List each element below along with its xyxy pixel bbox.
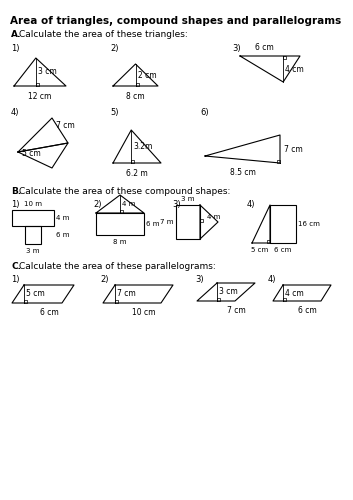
Text: Calculate the area of these triangles:: Calculate the area of these triangles:: [19, 30, 188, 39]
Text: Calculate the area of these parallelograms:: Calculate the area of these parallelogra…: [19, 262, 216, 271]
Text: 3 m: 3 m: [181, 196, 195, 202]
Text: 6.2 m: 6.2 m: [126, 169, 148, 178]
Text: 8 cm: 8 cm: [126, 92, 145, 101]
Text: 5 cm: 5 cm: [26, 290, 45, 298]
Text: 4 m: 4 m: [207, 214, 221, 220]
Text: 8.5 cm: 8.5 cm: [229, 168, 256, 177]
Text: 7 cm: 7 cm: [284, 144, 303, 154]
Text: 3): 3): [195, 275, 204, 284]
Text: 6 cm: 6 cm: [274, 247, 292, 253]
Text: 2 cm: 2 cm: [138, 70, 156, 80]
Text: 7 cm: 7 cm: [56, 122, 75, 130]
Text: 4): 4): [11, 108, 19, 117]
Text: 4 m: 4 m: [122, 201, 135, 207]
Bar: [12, 210, 54, 226]
Text: 5 cm: 5 cm: [22, 150, 41, 158]
Text: 3): 3): [172, 200, 181, 209]
Text: 6 cm: 6 cm: [255, 43, 273, 52]
Text: 1): 1): [11, 44, 19, 53]
Text: 4): 4): [247, 200, 256, 209]
Bar: [25, 226, 41, 244]
Text: 16 cm: 16 cm: [298, 221, 320, 227]
Text: 3 cm: 3 cm: [219, 288, 238, 296]
Text: 6 m: 6 m: [56, 232, 70, 238]
Text: Area of triangles, compound shapes and parallelograms: Area of triangles, compound shapes and p…: [10, 16, 342, 26]
Text: 2): 2): [93, 200, 102, 209]
Text: 5): 5): [110, 108, 119, 117]
Text: 6): 6): [200, 108, 209, 117]
Text: 7 cm: 7 cm: [227, 306, 245, 315]
Text: 12 cm: 12 cm: [28, 92, 52, 101]
Text: 10 m: 10 m: [24, 201, 42, 207]
Text: C.: C.: [11, 262, 21, 271]
Text: 6 cm: 6 cm: [40, 308, 58, 317]
Text: Calculate the area of these compound shapes:: Calculate the area of these compound sha…: [19, 187, 231, 196]
Text: 10 cm: 10 cm: [132, 308, 156, 317]
Text: 4 cm: 4 cm: [285, 64, 304, 74]
Text: 5 cm: 5 cm: [251, 247, 268, 253]
Text: B.: B.: [11, 187, 21, 196]
Text: 2): 2): [110, 44, 119, 53]
Text: 1): 1): [11, 200, 19, 209]
Text: 3 cm: 3 cm: [38, 68, 56, 76]
Text: 2): 2): [100, 275, 108, 284]
Text: 4): 4): [268, 275, 276, 284]
Text: 3.2m: 3.2m: [133, 142, 152, 151]
Text: 6 m: 6 m: [146, 221, 160, 227]
Bar: [270, 205, 296, 243]
Text: 6 cm: 6 cm: [298, 306, 316, 315]
Text: 3): 3): [232, 44, 241, 53]
Text: A.: A.: [11, 30, 22, 39]
Text: 3 m: 3 m: [26, 248, 40, 254]
Text: 7 cm: 7 cm: [117, 290, 136, 298]
Bar: [96, 213, 144, 235]
Bar: [176, 205, 200, 239]
Text: 4 cm: 4 cm: [285, 288, 304, 298]
Text: 1): 1): [11, 275, 19, 284]
Text: 8 m: 8 m: [113, 239, 127, 245]
Text: 4 m: 4 m: [56, 215, 70, 221]
Text: 7 m: 7 m: [161, 219, 174, 225]
